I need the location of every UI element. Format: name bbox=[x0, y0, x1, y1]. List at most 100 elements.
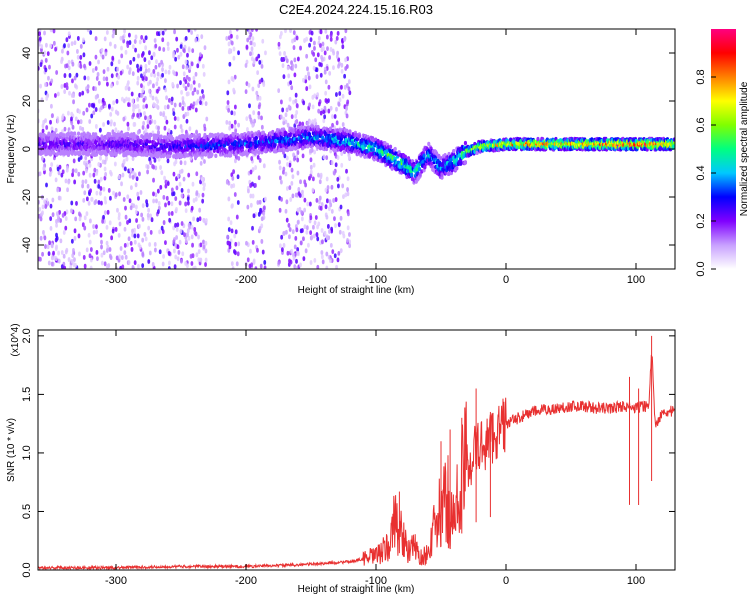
heatmap-cell bbox=[296, 207, 300, 213]
heatmap-cell bbox=[43, 50, 47, 56]
heatmap-cell bbox=[186, 200, 190, 206]
heatmap-cell bbox=[256, 96, 260, 101]
heatmap-cell bbox=[296, 219, 300, 225]
heatmap-cell bbox=[325, 146, 329, 152]
heatmap-cell bbox=[82, 37, 85, 43]
heatmap-cell bbox=[309, 37, 313, 43]
heatmap-cell bbox=[455, 157, 459, 162]
heatmap-cell bbox=[233, 104, 237, 110]
heatmap-cell bbox=[422, 153, 426, 158]
heatmap-cell bbox=[167, 98, 171, 103]
heatmap-cell bbox=[97, 98, 101, 104]
heatmap-cell bbox=[322, 109, 326, 115]
heatmap-cell bbox=[55, 222, 58, 228]
heatmap-cell bbox=[264, 50, 267, 56]
heatmap-cell bbox=[390, 166, 394, 171]
heatmap-cell bbox=[124, 205, 127, 211]
heatmap-cell bbox=[312, 51, 316, 57]
heatmap-cell bbox=[295, 258, 298, 264]
heatmap-cell bbox=[145, 202, 149, 208]
heatmap-cell bbox=[76, 54, 80, 60]
heatmap-cell bbox=[308, 30, 312, 35]
heatmap-cell bbox=[186, 111, 190, 117]
heatmap-cell bbox=[335, 264, 338, 269]
heatmap-cell bbox=[174, 222, 177, 228]
heatmap-cell bbox=[280, 147, 284, 153]
heatmap-cell bbox=[309, 230, 313, 236]
heatmap-cell bbox=[178, 181, 182, 187]
heatmap-cell bbox=[329, 32, 333, 38]
heatmap-cell bbox=[475, 150, 479, 155]
heatmap-cell bbox=[193, 135, 198, 140]
heatmap-cell bbox=[330, 209, 334, 214]
heatmap-cell bbox=[286, 162, 289, 167]
heatmap-cell bbox=[225, 179, 229, 185]
heatmap-cell bbox=[322, 118, 326, 124]
heatmap-cell bbox=[188, 224, 192, 230]
heatmap-cell bbox=[100, 239, 103, 245]
heatmap-cell bbox=[111, 228, 115, 234]
heatmap-cell bbox=[115, 98, 119, 104]
heatmap-cell bbox=[102, 69, 106, 75]
heatmap-cell bbox=[323, 50, 327, 56]
heatmap-cell bbox=[49, 225, 53, 231]
heatmap-cell bbox=[145, 103, 148, 109]
heatmap-cell bbox=[151, 95, 155, 101]
heatmap-cell bbox=[67, 179, 71, 185]
heatmap-cell bbox=[173, 29, 176, 35]
heatmap-cell bbox=[173, 248, 176, 254]
heatmap-cell bbox=[108, 220, 112, 226]
heatmap-cell bbox=[119, 35, 123, 41]
heatmap-cell bbox=[301, 153, 305, 159]
heatmap-cell bbox=[305, 53, 309, 59]
heatmap-cell bbox=[249, 169, 253, 175]
heatmap-cell bbox=[180, 128, 184, 134]
heatmap-cell bbox=[175, 235, 179, 240]
heatmap-cell bbox=[202, 72, 206, 77]
heatmap-cell bbox=[102, 76, 106, 82]
heatmap-cell bbox=[149, 160, 152, 166]
heatmap-cell bbox=[306, 144, 310, 149]
heatmap-cell bbox=[132, 112, 135, 118]
heatmap-cell bbox=[51, 113, 54, 119]
heatmap-cell bbox=[154, 64, 158, 70]
heatmap-cell bbox=[55, 70, 59, 75]
heatmap-cell bbox=[230, 261, 234, 267]
heatmap-cell bbox=[312, 233, 316, 239]
heatmap-cell bbox=[41, 210, 44, 216]
heatmap-cell bbox=[124, 85, 128, 91]
heatmap-cell bbox=[139, 190, 143, 195]
heatmap-cell bbox=[331, 114, 334, 119]
heatmap-cell bbox=[318, 179, 322, 185]
heatmap-cell bbox=[66, 187, 69, 193]
heatmap-cell bbox=[72, 158, 76, 164]
heatmap-cell bbox=[191, 48, 195, 53]
heatmap-cell bbox=[285, 107, 289, 113]
heatmap-cell bbox=[51, 197, 55, 203]
heatmap-cell bbox=[153, 38, 157, 43]
heatmap-cell bbox=[328, 229, 331, 234]
heatmap-cell bbox=[336, 257, 340, 263]
heatmap-cell bbox=[186, 52, 189, 58]
heatmap-cell bbox=[147, 67, 151, 73]
heatmap-cell bbox=[175, 176, 178, 182]
heatmap-cell bbox=[152, 83, 155, 89]
heatmap-cell bbox=[100, 200, 103, 206]
heatmap-cell bbox=[176, 222, 180, 228]
heatmap-cell bbox=[253, 42, 256, 47]
heatmap-cell bbox=[137, 263, 140, 269]
heatmap-cell bbox=[178, 239, 182, 245]
heatmap-cell bbox=[134, 209, 138, 215]
heatmap-cell bbox=[117, 232, 121, 238]
heatmap-cell bbox=[346, 187, 349, 192]
heatmap-cell bbox=[81, 179, 85, 185]
heatmap-cell bbox=[86, 88, 90, 94]
heatmap-cell bbox=[316, 224, 319, 230]
heatmap-cell bbox=[71, 168, 75, 174]
heatmap-cell bbox=[116, 207, 119, 213]
heatmap-cell bbox=[246, 257, 250, 263]
heatmap-cell bbox=[260, 63, 264, 69]
heatmap-cell bbox=[45, 125, 49, 130]
heatmap-cell bbox=[94, 66, 98, 71]
heatmap-cell bbox=[292, 99, 295, 105]
